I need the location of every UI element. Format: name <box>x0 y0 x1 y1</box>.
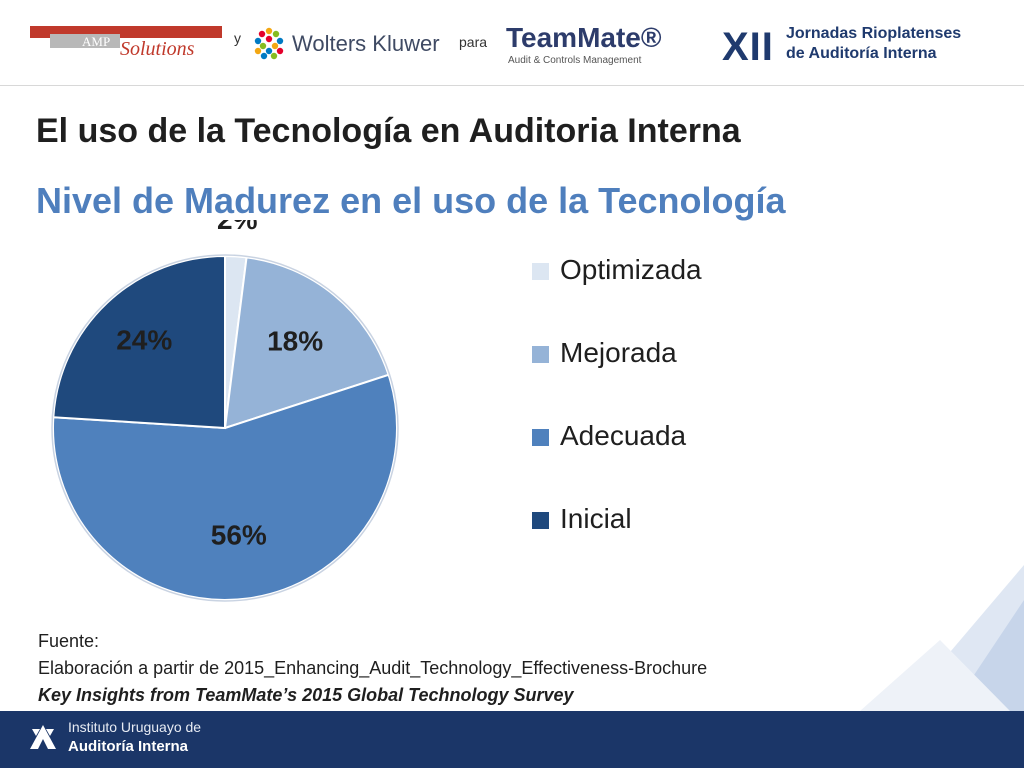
pie-slice-adecuada <box>52 373 398 601</box>
jornadas-title: Jornadas Rioplatenses de Auditoría Inter… <box>786 24 961 64</box>
legend-swatch-adecuada <box>532 429 549 446</box>
source-heading: Fuente: <box>38 631 100 651</box>
footer-institute-line1: Instituto Uruguayo de <box>68 719 202 735</box>
jornadas-line2: de Auditoría Interna <box>786 45 937 62</box>
source-survey-title: Key Insights from TeamMate’s 2015 Global… <box>38 685 574 705</box>
source-line: Elaboración a partir de 2015_Enhancing_A… <box>38 658 708 678</box>
teammate-logo-text: TeamMate® <box>506 22 662 53</box>
legend-label-mejorada: Mejorada <box>560 337 677 368</box>
pie-label-inicial: 24% <box>116 324 172 355</box>
pie-label-adecuada: 56% <box>211 520 267 551</box>
legend-swatch-optimizada <box>532 263 549 280</box>
legend-label-inicial: Inicial <box>560 503 632 534</box>
slide-title: El uso de la Tecnología en Auditoria Int… <box>36 112 741 150</box>
pie-slice-mejorada <box>223 256 390 430</box>
jornadas-numeral: XII <box>722 25 774 69</box>
conjunction-y: y <box>234 30 241 46</box>
amp-logo-text: AMP <box>82 34 111 49</box>
instituto-logo-icon <box>30 725 56 749</box>
footer-institute-line2: Auditoría Interna <box>68 738 189 755</box>
pie-label-mejorada: 18% <box>267 326 323 357</box>
footer-bar <box>0 711 1024 768</box>
solutions-logo-text: Solutions <box>120 38 195 60</box>
amp-logo-block <box>50 34 120 48</box>
pie-chart: 2% 18% 56% 24% <box>51 220 399 602</box>
slide-subtitle: Nivel de Madurez en el uso de la Tecnolo… <box>36 180 786 221</box>
conjunction-para: para <box>459 34 488 50</box>
pie-outline <box>51 254 399 602</box>
header-bar: AMP Solutions y Wolters Kluwer para Team… <box>0 0 1024 86</box>
pie-label-optimizada: 2% <box>217 220 258 235</box>
source-note: Fuente: Elaboración a partir de 2015_Enh… <box>38 628 707 709</box>
jornadas-line1: Jornadas Rioplatenses <box>786 25 962 42</box>
teammate-logo-subtitle: Audit & Controls Management <box>508 55 642 66</box>
legend-swatch-mejorada <box>532 346 549 363</box>
wolters-kluwer-logo-icon <box>254 27 284 60</box>
pie-slice-inicial <box>52 254 226 430</box>
legend-label-optimizada: Optimizada <box>560 254 702 285</box>
wolters-kluwer-logo-text: Wolters Kluwer <box>292 31 440 56</box>
legend-label-adecuada: Adecuada <box>560 420 687 451</box>
legend-swatch-inicial <box>532 512 549 529</box>
